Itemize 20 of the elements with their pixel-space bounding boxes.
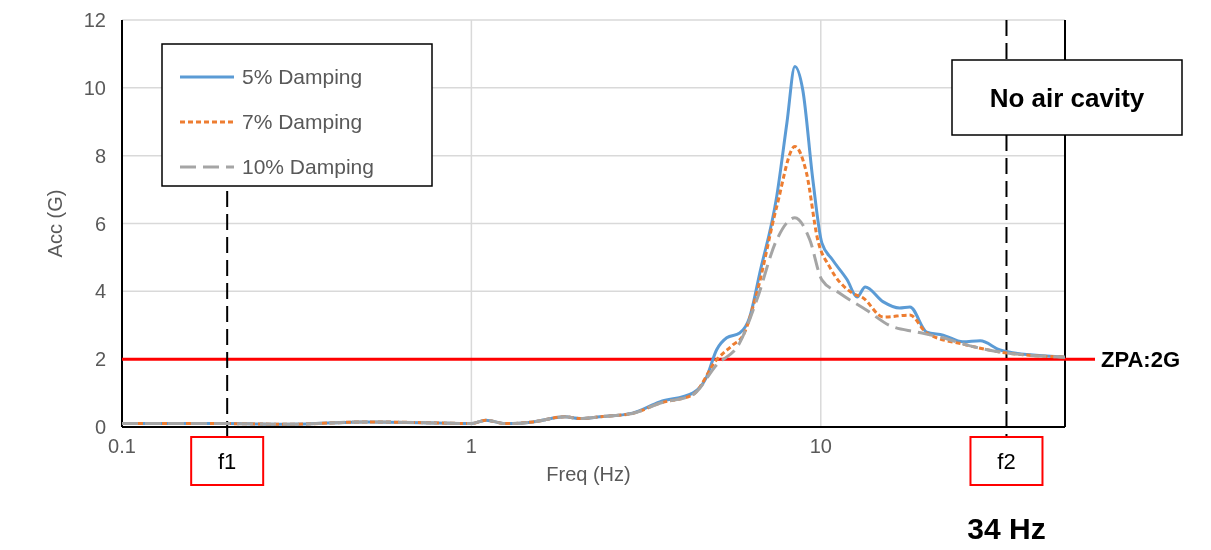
ref-line-label: f2 — [997, 449, 1016, 474]
ref-line-label: f1 — [218, 449, 237, 474]
text: 34 Hz — [967, 512, 1046, 545]
y-tick-label: 12 — [83, 9, 106, 31]
ref-line-label: ZPA:2G — [1101, 347, 1181, 373]
x-tick-label: 10 — [809, 435, 832, 457]
y-tick-label: 0 — [94, 416, 106, 438]
y-axis-title: Acc (G) — [44, 189, 66, 258]
y-tick-label: 6 — [94, 212, 106, 235]
x-tick-label: 0.1 — [108, 435, 136, 457]
legend-label: 7% Damping — [242, 110, 363, 133]
x-axis-title: Freq (Hz) — [546, 463, 631, 485]
annotation: No air cavity — [989, 83, 1145, 113]
legend-label: 5% Damping — [242, 65, 363, 88]
legend-label: 10% Damping — [242, 155, 374, 178]
y-tick-label: 10 — [83, 76, 106, 99]
y-tick-label: 4 — [94, 280, 106, 303]
x-tick-label: 1 — [465, 435, 477, 457]
y-tick-label: 2 — [94, 348, 106, 371]
y-tick-label: 8 — [94, 144, 106, 167]
